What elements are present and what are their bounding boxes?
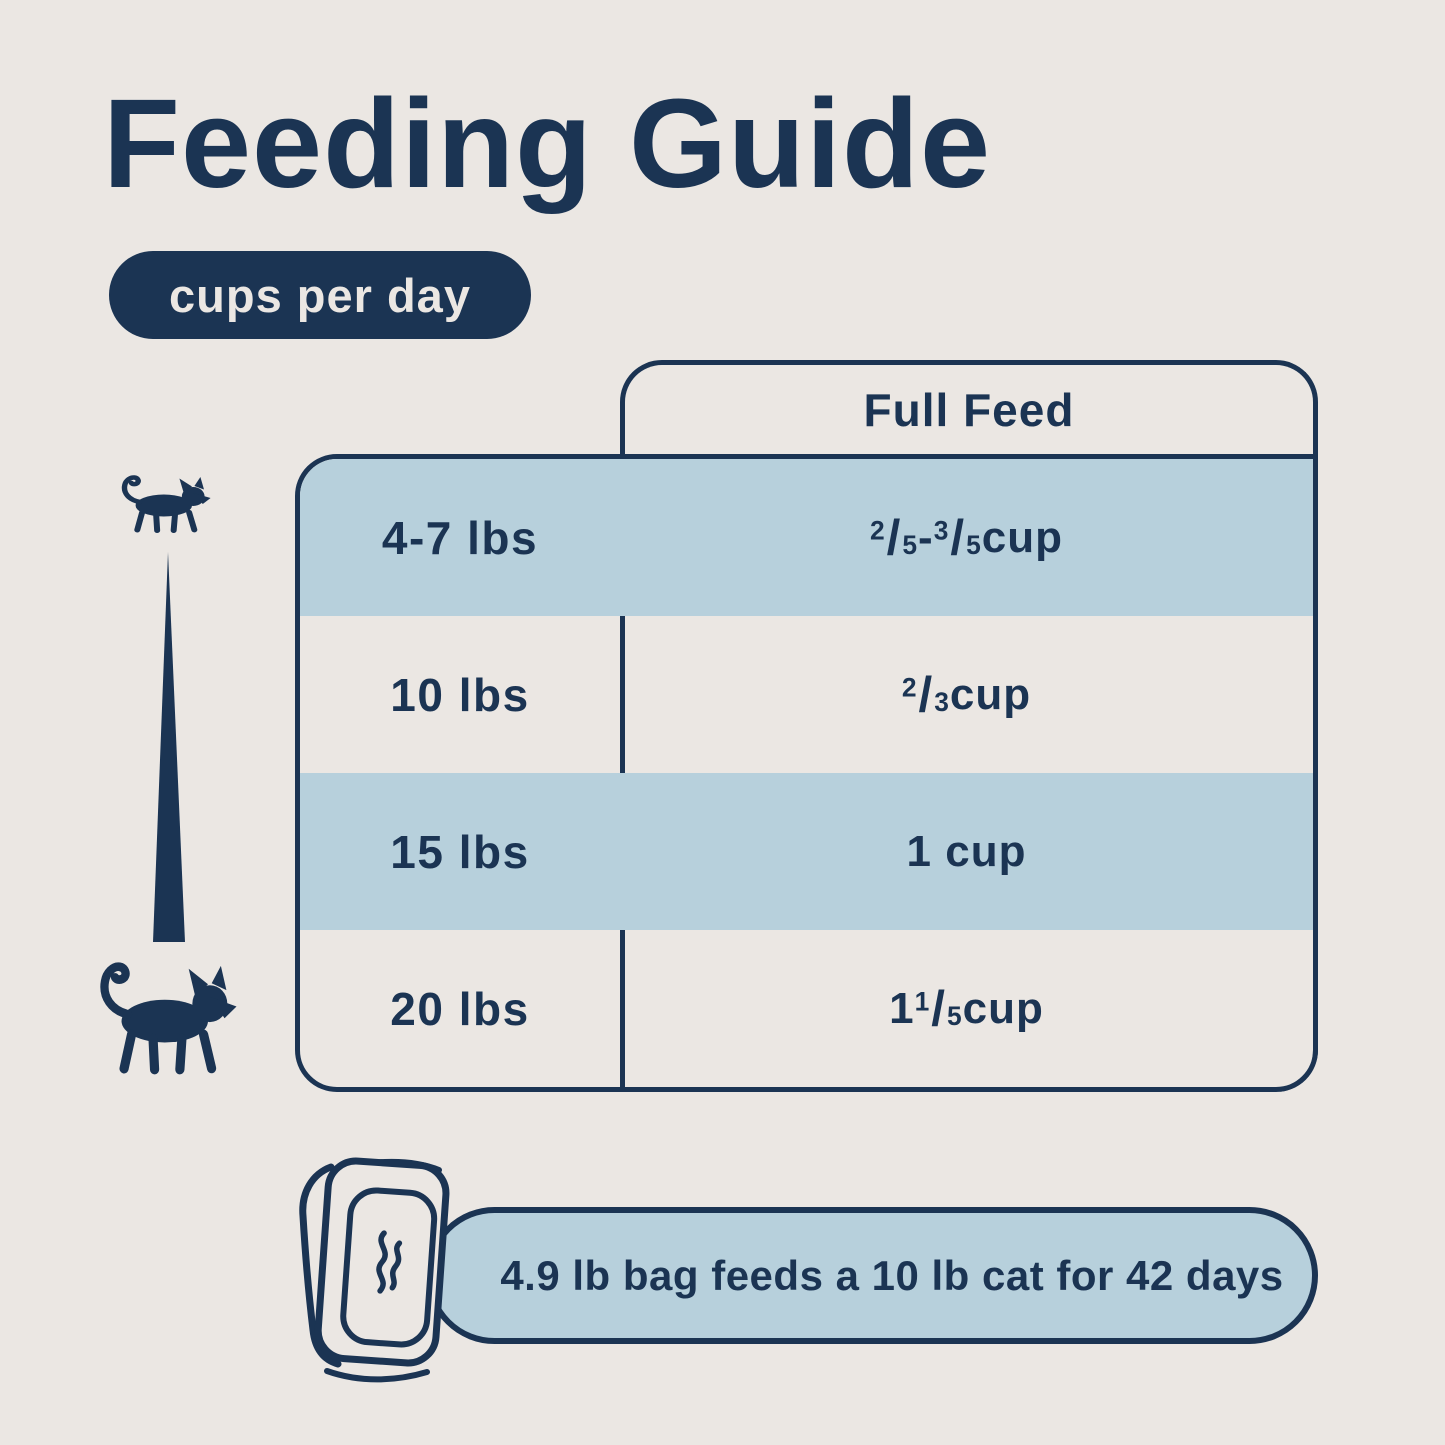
- table-rows-panel: 4-7 lbs 2/5 - 3/5 cup 10 lbs 2/3 cup 15 lbs 1…: [295, 454, 1318, 1092]
- table-row: 4-7 lbs 2/5 - 3/5 cup: [300, 459, 1313, 616]
- fraction: 2/5: [869, 510, 919, 565]
- weight-cell: 4-7 lbs: [381, 511, 539, 564]
- column-header-full-feed: Full Feed: [863, 383, 1075, 436]
- bag-note-pill: 4.9 lb bag feeds a 10 lb cat for 42 days: [426, 1207, 1318, 1344]
- cat-size-scale: [80, 460, 260, 1100]
- amount-cell: 2/5 - 3/5 cup: [869, 510, 1064, 565]
- table-row: 15 lbs 1 cup: [300, 773, 1313, 930]
- size-scale-wedge: [153, 552, 185, 942]
- amount-cell: 1 1/5 cup: [889, 981, 1044, 1036]
- small-cat-icon: [124, 477, 210, 533]
- table-row: 10 lbs 2/3 cup: [300, 616, 1313, 773]
- table-row: 20 lbs 1 1/5 cup: [300, 930, 1313, 1087]
- feeding-table: Full Feed 4-7 lbs 2/5 - 3/5 cup 10 lbs 2/3 …: [295, 360, 1318, 1092]
- page-title: Feeding Guide: [103, 73, 992, 214]
- bag-note-text: 4.9 lb bag feeds a 10 lb cat for 42 days: [500, 1251, 1284, 1299]
- weight-cell: 10 lbs: [390, 668, 530, 721]
- large-cat-icon: [104, 966, 236, 1075]
- fraction: 3/5: [933, 510, 982, 565]
- weight-cell: 20 lbs: [390, 982, 530, 1035]
- fraction: 2/3: [901, 667, 950, 722]
- fraction: 1/5: [914, 981, 963, 1036]
- badge-label: cups per day: [169, 268, 471, 322]
- amount-cell: 2/3 cup: [901, 667, 1032, 722]
- food-bag-icon: [299, 1157, 450, 1383]
- weight-cell: 15 lbs: [390, 825, 530, 878]
- cups-per-day-badge: cups per day: [109, 251, 531, 339]
- amount-cell: 1 cup: [906, 826, 1027, 876]
- steam-icon: [376, 1230, 403, 1294]
